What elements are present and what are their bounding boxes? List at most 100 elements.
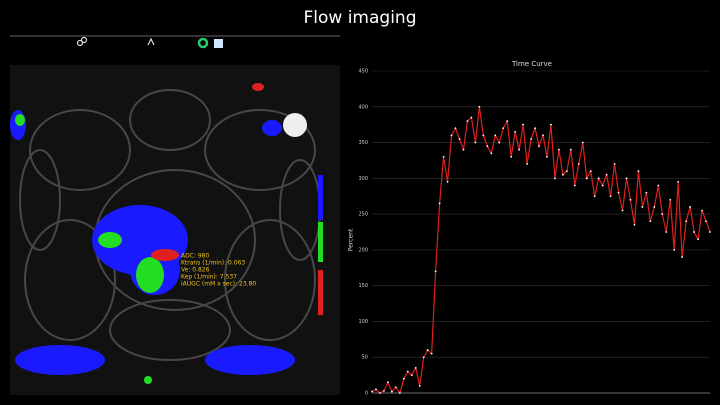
data-point — [482, 134, 485, 137]
perfusion-overlay — [10, 83, 307, 384]
data-point — [534, 127, 536, 130]
data-point — [597, 177, 600, 180]
data-point — [458, 138, 461, 140]
data-point — [506, 120, 509, 122]
data-point — [514, 130, 517, 133]
data-point — [538, 145, 540, 148]
data-point — [422, 356, 425, 359]
data-point — [697, 238, 699, 241]
data-point — [625, 177, 628, 180]
data-point — [398, 392, 401, 394]
slide-title: Flow imaging — [304, 8, 417, 28]
y-tick-label: 350 — [358, 140, 368, 146]
data-point — [494, 134, 497, 137]
data-point — [371, 390, 373, 393]
data-point — [502, 127, 505, 130]
data-point — [685, 220, 688, 223]
data-point — [390, 390, 393, 393]
data-point — [434, 270, 437, 273]
data-point — [665, 231, 668, 233]
data-point — [438, 202, 441, 205]
data-point — [677, 181, 680, 183]
data-point — [661, 213, 664, 216]
data-point — [406, 370, 409, 373]
data-point — [593, 195, 596, 198]
data-point — [454, 127, 457, 130]
data-point — [526, 163, 528, 165]
data-point — [653, 206, 656, 208]
data-point — [693, 231, 695, 233]
y-tick-label: 0 — [365, 391, 368, 397]
data-point — [601, 184, 604, 187]
roi-icon[interactable] — [197, 37, 209, 49]
data-point — [581, 141, 584, 144]
data-point — [585, 177, 588, 180]
data-point — [394, 386, 397, 389]
data-point — [375, 388, 377, 391]
data-point — [657, 184, 660, 187]
data-point — [522, 123, 525, 126]
y-tick-label: 150 — [358, 283, 368, 289]
data-point — [701, 209, 703, 212]
y-tick-label: 400 — [358, 104, 368, 110]
data-point — [446, 181, 449, 183]
data-point — [565, 170, 568, 173]
data-point — [621, 209, 624, 212]
data-point — [554, 177, 556, 180]
data-point — [470, 116, 473, 119]
annotation: iAUGC (mM x sec): 23.80 — [181, 281, 256, 288]
data-point — [379, 392, 381, 394]
data-point — [462, 148, 465, 151]
data-point — [561, 173, 564, 176]
data-point — [681, 256, 684, 258]
y-axis-label: Percent — [348, 228, 355, 251]
annotation: Ve: 0.826 — [181, 267, 210, 274]
data-point — [577, 163, 580, 165]
link-icon-part — [80, 36, 88, 44]
chart-title: Time Curve — [511, 60, 552, 68]
data-point — [649, 220, 652, 223]
y-tick-label: 50 — [362, 355, 368, 361]
data-point — [474, 141, 477, 144]
data-point — [673, 248, 676, 251]
data-point — [530, 138, 532, 140]
data-point — [637, 170, 640, 173]
annotation: Kep (1/min): 7.537 — [181, 274, 237, 281]
data-point — [414, 367, 417, 369]
data-point — [426, 349, 429, 351]
data-point — [542, 134, 544, 137]
data-point — [442, 155, 445, 158]
data-point — [546, 155, 548, 158]
data-point — [430, 352, 433, 355]
y-tick-label: 450 — [358, 69, 368, 75]
caret-icon[interactable] — [147, 37, 155, 46]
data-point — [518, 148, 521, 151]
data-point — [569, 148, 572, 151]
data-point — [573, 184, 576, 187]
data-point — [617, 191, 620, 194]
tissue-texture — [19, 89, 321, 361]
data-point — [387, 381, 389, 384]
data-point — [450, 134, 453, 137]
y-tick-label: 300 — [358, 176, 368, 182]
data-point — [609, 195, 612, 198]
annotation: Ktrans (1/min): 0.063 — [181, 260, 245, 267]
y-tick-label: 250 — [358, 212, 368, 218]
data-point — [589, 170, 592, 173]
data-point — [383, 389, 385, 392]
data-point — [605, 173, 608, 176]
data-point — [402, 377, 405, 380]
data-point — [633, 223, 636, 226]
data-point — [709, 231, 711, 233]
color-bar — [318, 175, 323, 315]
data-point — [490, 152, 493, 155]
annotation: ADC: 980 — [181, 253, 209, 260]
link-icon[interactable] — [76, 39, 84, 47]
data-point — [645, 191, 648, 194]
data-point — [498, 141, 501, 144]
color-icon[interactable] — [214, 39, 223, 48]
